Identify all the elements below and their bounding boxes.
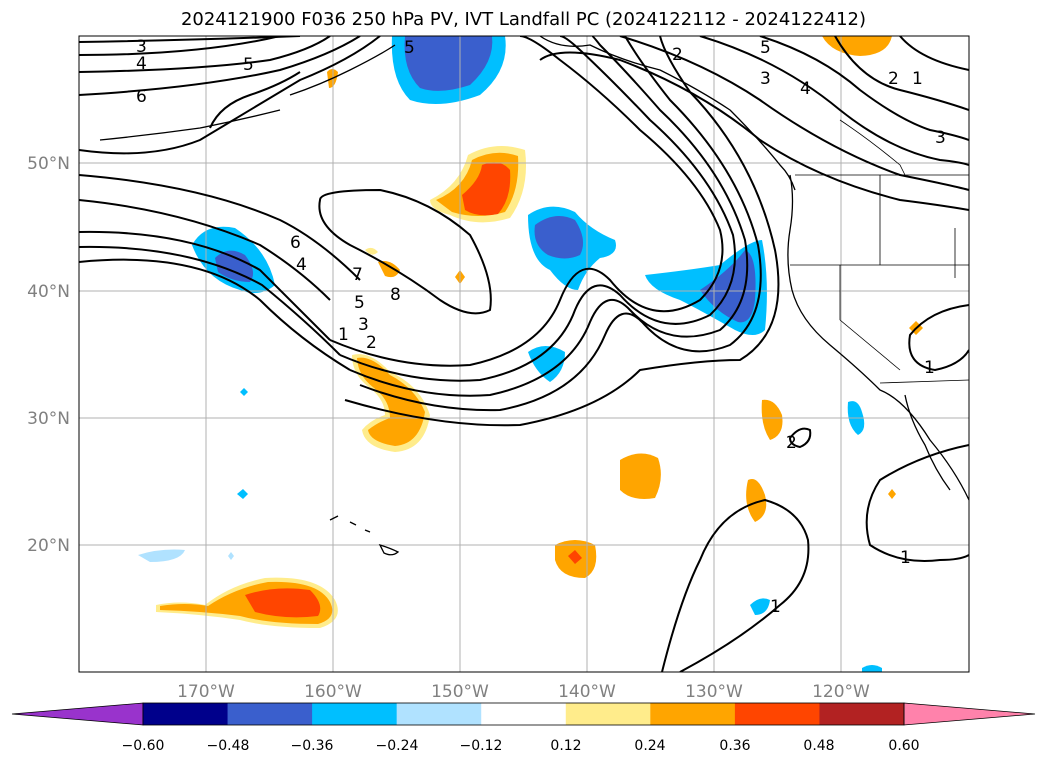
colorbar-cell [819, 703, 905, 725]
contour-label: 3 [358, 315, 369, 335]
latitude-labels: 50°N 40°N 30°N 20°N [27, 154, 70, 556]
lon-label: 160°W [304, 682, 362, 702]
colorbar-cell [227, 703, 313, 725]
lon-label: 140°W [558, 682, 616, 702]
contour-label: 7 [352, 265, 363, 285]
contour-label: 3 [760, 69, 771, 89]
colorbar-cells [143, 703, 905, 725]
ivt-blob [365, 247, 378, 255]
colorbar-tick-label: 0.60 [888, 738, 919, 754]
colorbar: −0.60 −0.48 −0.36 −0.24 −0.12 0.12 0.24 … [11, 702, 1036, 754]
contour-label: 4 [296, 255, 307, 275]
coastlines [99, 36, 969, 556]
contour-label: 3 [136, 37, 147, 57]
contour-label: 6 [290, 233, 301, 253]
ivt-shading [138, 36, 923, 672]
colorbar-cell [734, 703, 820, 725]
ivt-blob [822, 36, 892, 56]
contour-label: 1 [924, 358, 935, 378]
lon-label: 150°W [431, 682, 489, 702]
ivt-blob [888, 489, 896, 499]
map-area: 3 4 5 6 5 2 5 3 4 2 1 3 6 4 7 8 5 3 2 1 … [79, 36, 969, 672]
colorbar-tick-label: −0.60 [122, 738, 165, 754]
colorbar-cell [396, 703, 482, 725]
lat-label: 20°N [27, 536, 70, 556]
contour-label: 5 [760, 38, 771, 58]
contour-label: 1 [338, 325, 349, 345]
colorbar-cell [650, 703, 736, 725]
contour-label: 2 [672, 45, 683, 65]
ivt-blob [245, 588, 321, 618]
colorbar-tick-label: 0.48 [803, 738, 834, 754]
lon-label: 130°W [685, 682, 743, 702]
contour-label: 8 [390, 285, 401, 305]
colorbar-cell [312, 703, 398, 725]
colorbar-cell [143, 703, 229, 725]
contour-label: 5 [404, 38, 415, 58]
ivt-blob [528, 346, 565, 382]
pv-contours [79, 36, 969, 672]
colorbar-tick-label: 0.36 [719, 738, 750, 754]
ivt-blob [138, 549, 185, 562]
contour-label: 1 [900, 548, 911, 568]
colorbar-extend-max [903, 702, 1036, 726]
contour-label: 2 [786, 433, 797, 453]
lon-label: 170°W [177, 682, 235, 702]
contour-label: 3 [935, 128, 946, 148]
contour-label: 6 [136, 87, 147, 107]
ivt-blob [215, 250, 254, 282]
contour-label: 4 [136, 54, 147, 74]
colorbar-cell [565, 703, 651, 725]
contour-label: 2 [888, 69, 899, 89]
map-frame [78, 35, 970, 673]
map-title: 2024121900 F036 250 hPa PV, IVT Landfall… [180, 9, 867, 30]
ivt-blob [462, 162, 511, 216]
contour-label: 5 [243, 55, 254, 75]
colorbar-tick-label: −0.36 [291, 738, 334, 754]
contour-labels: 3 4 5 6 5 2 5 3 4 2 1 3 6 4 7 8 5 3 2 1 … [136, 37, 946, 617]
colorbar-tick-label: −0.12 [460, 738, 503, 754]
ivt-blob [237, 489, 248, 499]
ivt-blob [761, 399, 783, 440]
ivt-blob [568, 550, 582, 564]
ivt-blob [240, 388, 248, 396]
ivt-blob [862, 665, 882, 672]
ivt-blob [620, 453, 661, 499]
lon-label: 120°W [812, 682, 870, 702]
colorbar-tick-label: 0.24 [634, 738, 665, 754]
lat-label: 50°N [27, 154, 70, 174]
ivt-blob [378, 261, 400, 278]
ivt-blob [534, 216, 584, 259]
lat-label: 40°N [27, 282, 70, 302]
colorbar-tick-labels: −0.60 −0.48 −0.36 −0.24 −0.12 0.12 0.24 … [122, 738, 920, 754]
lat-label: 30°N [27, 409, 70, 429]
colorbar-extend-min [11, 702, 144, 726]
ivt-blob [228, 552, 234, 560]
contour-label: 5 [354, 293, 365, 313]
contour-label: 1 [912, 69, 923, 89]
ivt-blob [746, 479, 767, 522]
colorbar-tick-label: −0.24 [376, 738, 419, 754]
colorbar-tick-label: 0.12 [550, 738, 581, 754]
contour-label: 2 [366, 333, 377, 353]
colorbar-cell [481, 703, 567, 725]
contour-label: 1 [770, 597, 781, 617]
ivt-blob [404, 36, 493, 91]
longitude-labels: 170°W 160°W 150°W 140°W 130°W 120°W [177, 682, 870, 702]
ivt-blob [750, 598, 770, 615]
colorbar-tick-label: −0.48 [207, 738, 250, 754]
contour-label: 4 [800, 79, 811, 99]
